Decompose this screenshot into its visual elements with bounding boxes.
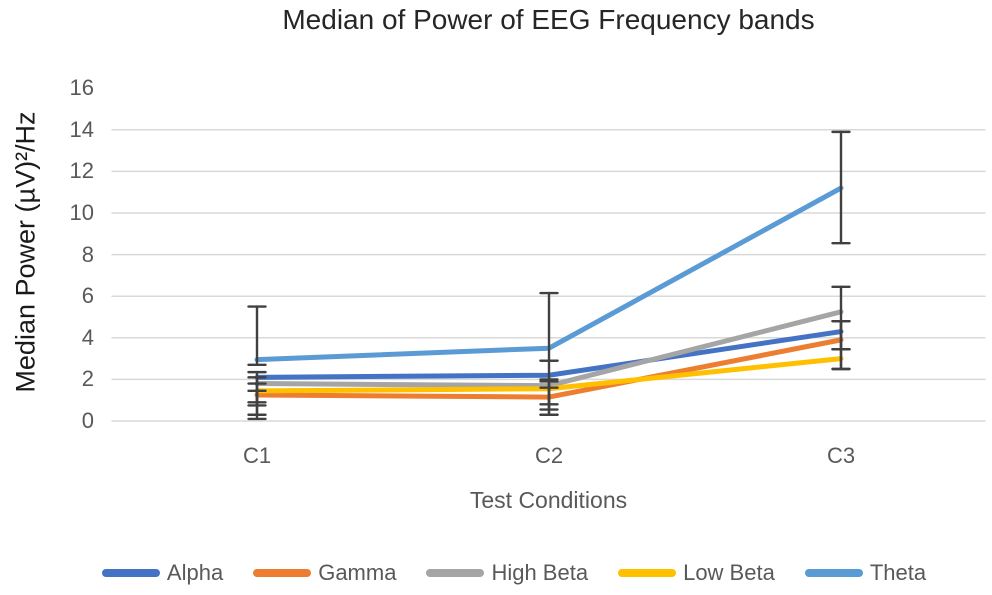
x-tick-label-c1: C1 bbox=[242, 443, 272, 468]
legend-item-low-beta: Low Beta bbox=[618, 560, 775, 586]
legend-swatch bbox=[618, 569, 677, 577]
legend-label: Gamma bbox=[318, 560, 397, 585]
y-tick-label: 14 bbox=[69, 116, 94, 142]
y-tick-label: 2 bbox=[81, 366, 94, 392]
legend-item-gamma: Gamma bbox=[253, 560, 396, 586]
x-tick-label-c3: C3 bbox=[826, 443, 856, 468]
y-tick-label: 10 bbox=[69, 200, 94, 225]
legend-swatch bbox=[253, 569, 312, 577]
x-axis-title: Test Conditions bbox=[469, 487, 628, 513]
legend-item-theta: Theta bbox=[804, 560, 927, 586]
legend: Alpha Gamma High Beta Low Beta Theta bbox=[0, 560, 992, 586]
legend-swatch bbox=[426, 569, 485, 577]
legend-swatch bbox=[101, 569, 160, 577]
y-tick-label: 12 bbox=[69, 158, 94, 184]
y-tick-label: 4 bbox=[81, 324, 94, 350]
legend-label: Low Beta bbox=[683, 560, 775, 585]
x-tick-label-c2: C2 bbox=[534, 443, 564, 468]
y-tick-label: 0 bbox=[81, 408, 94, 433]
legend-label: Alpha bbox=[166, 560, 224, 585]
y-tick-label: 6 bbox=[81, 283, 94, 309]
chart-title: Median of Power of EEG Frequency bands bbox=[282, 4, 815, 35]
y-tick-label: 16 bbox=[69, 75, 94, 101]
legend-swatch bbox=[804, 569, 863, 577]
legend-label: Theta bbox=[869, 560, 927, 585]
y-tick-label: 8 bbox=[81, 241, 94, 267]
legend-item-alpha: Alpha bbox=[101, 560, 224, 586]
legend-item-high-beta: High Beta bbox=[426, 560, 588, 586]
legend-label: High Beta bbox=[491, 560, 589, 585]
